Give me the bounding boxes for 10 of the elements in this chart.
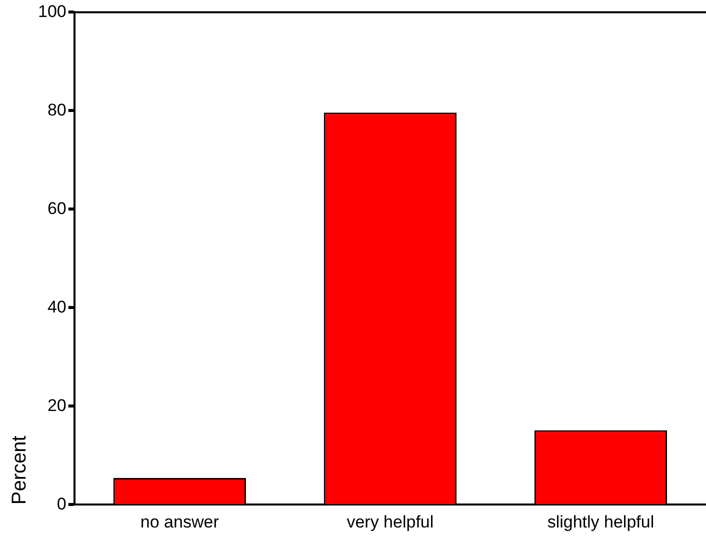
y-tick-label: 80	[47, 100, 66, 120]
x-tick-label: very helpful	[346, 512, 434, 532]
y-tick-label: 20	[47, 396, 66, 415]
x-tick-label: no answer	[140, 512, 220, 532]
y-axis-title: Percent	[8, 435, 31, 505]
y-tick-label: 40	[47, 297, 66, 316]
x-tick-label: slightly helpful	[547, 512, 654, 532]
y-tick-label: 60	[47, 198, 66, 218]
y-tick-label: 0	[56, 494, 66, 514]
y-tick-label: 100	[38, 2, 66, 21]
